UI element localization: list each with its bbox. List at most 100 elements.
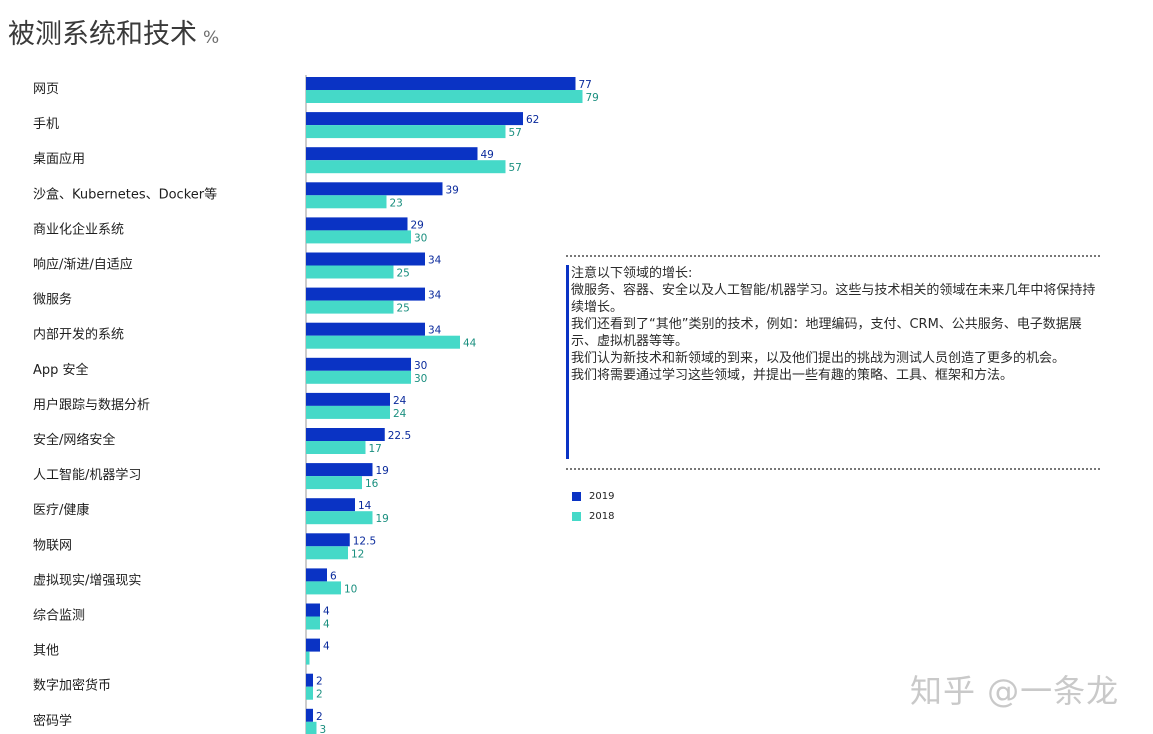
bar-2018 bbox=[306, 721, 317, 734]
bar-2019 bbox=[306, 708, 313, 722]
data-label-2019: 49 bbox=[481, 149, 494, 161]
bar-2019 bbox=[306, 673, 313, 687]
bar-2019 bbox=[306, 357, 411, 371]
data-label-2018: 25 bbox=[397, 268, 410, 280]
category-label: 内部开发的系统 bbox=[33, 327, 124, 343]
bar-2019 bbox=[306, 603, 320, 617]
bar-2018 bbox=[306, 125, 506, 139]
bar-2018 bbox=[306, 686, 313, 700]
chart-title: 被测系统和技术% bbox=[8, 12, 219, 51]
bar-2018 bbox=[306, 230, 411, 244]
data-label-2019: 39 bbox=[446, 184, 459, 196]
data-label-2018: 4 bbox=[323, 619, 330, 631]
bar-2018 bbox=[306, 581, 341, 595]
chart-title-unit: % bbox=[203, 28, 220, 48]
category-label: 响应/渐进/自适应 bbox=[33, 257, 133, 273]
data-label-2018: 12 bbox=[351, 548, 364, 560]
category-label: 其他 bbox=[33, 644, 59, 659]
category-label: 医疗/健康 bbox=[33, 502, 89, 518]
bar-2019 bbox=[306, 217, 408, 231]
data-label-2019: 34 bbox=[428, 290, 442, 302]
data-label-2018: 17 bbox=[369, 443, 382, 455]
category-label: 数字加密货币 bbox=[33, 678, 111, 694]
data-label-2019: 77 bbox=[579, 79, 592, 91]
data-label-2019: 30 bbox=[414, 360, 427, 372]
legend-swatch-2018 bbox=[572, 511, 581, 521]
bar-2018 bbox=[306, 651, 310, 665]
legend-item-2018: 2018 bbox=[572, 506, 614, 526]
note-line-2: 我们还看到了“其他”类别的技术，例如：地理编码，支付、CRM、公共服务、电子数据… bbox=[571, 317, 1082, 349]
bar-2019 bbox=[306, 533, 350, 547]
data-label-2018: 23 bbox=[390, 197, 403, 209]
data-label-2018: 79 bbox=[586, 92, 599, 104]
legend-swatch-2019 bbox=[572, 491, 581, 501]
data-label-2019: 62 bbox=[526, 114, 539, 126]
data-label-2019: 29 bbox=[411, 219, 424, 231]
category-label: 微服务 bbox=[33, 292, 72, 308]
data-label-2019: 24 bbox=[393, 395, 407, 407]
data-label-2019: 6 bbox=[330, 570, 337, 582]
bar-2018 bbox=[306, 370, 411, 384]
category-label: 商业化企业系统 bbox=[33, 221, 124, 237]
data-label-2018: 10 bbox=[344, 583, 357, 595]
data-label-2018: 19 bbox=[376, 513, 389, 525]
note-line-1: 微服务、容器、安全以及人工智能/机器学习。这些与技术相关的领域在未来几年中将保持… bbox=[571, 283, 1096, 315]
data-label-2018: 2 bbox=[316, 689, 323, 701]
bar-2018 bbox=[306, 546, 348, 560]
data-label-2018: 57 bbox=[509, 127, 522, 139]
data-label-2019: 34 bbox=[428, 325, 442, 337]
chart-title-text: 被测系统和技术 bbox=[8, 19, 197, 50]
category-label: 桌面应用 bbox=[33, 151, 85, 167]
bar-2019 bbox=[306, 638, 320, 652]
note-line-3: 我们认为新技术和新领域的到来，以及他们提出的挑战为测试人员创造了更多的机会。 bbox=[571, 351, 1066, 366]
bar-2018 bbox=[306, 160, 506, 174]
bar-2019 bbox=[306, 77, 576, 90]
note-heading: 注意以下领域的增长: bbox=[571, 266, 693, 281]
bar-2018 bbox=[306, 335, 460, 349]
category-label: 虚拟现实/增强现实 bbox=[33, 573, 141, 588]
category-label: 沙盒、Kubernetes、Docker等 bbox=[33, 186, 217, 202]
category-label: 物联网 bbox=[33, 538, 72, 553]
legend-item-2019: 2019 bbox=[572, 486, 614, 506]
bar-2018 bbox=[306, 441, 366, 454]
data-label-2019: 4 bbox=[323, 641, 330, 653]
bar-2019 bbox=[306, 287, 425, 301]
data-label-2019: 19 bbox=[376, 465, 389, 477]
bar-2019 bbox=[306, 322, 425, 336]
category-label: 密码学 bbox=[33, 713, 72, 729]
note-box: 注意以下领域的增长: 微服务、容器、安全以及人工智能/机器学习。这些与技术相关的… bbox=[566, 255, 1100, 470]
category-label: 综合监测 bbox=[33, 609, 85, 624]
bar-2019 bbox=[306, 463, 373, 477]
bar-2019 bbox=[306, 252, 425, 266]
category-label: App 安全 bbox=[33, 362, 89, 378]
data-label-2018: 25 bbox=[397, 303, 410, 315]
data-label-2019: 34 bbox=[428, 255, 442, 267]
bar-2018 bbox=[306, 476, 362, 490]
note-line-4: 我们将需要通过学习这些领域，并提出一些有趣的策略、工具、框架和方法。 bbox=[571, 368, 1014, 383]
note-accent-bar bbox=[566, 265, 569, 459]
category-label: 手机 bbox=[33, 117, 59, 132]
category-label: 安全/网络安全 bbox=[33, 432, 115, 448]
bar-2018 bbox=[306, 90, 583, 103]
bar-2018 bbox=[306, 195, 387, 209]
bar-2019 bbox=[306, 182, 443, 196]
data-label-2019: 2 bbox=[316, 711, 323, 723]
bar-2018 bbox=[306, 511, 373, 525]
data-label-2018: 16 bbox=[365, 478, 379, 490]
data-label-2018: 57 bbox=[509, 162, 522, 174]
bar-2019 bbox=[306, 498, 355, 512]
bar-2018 bbox=[306, 265, 394, 279]
bar-2019 bbox=[306, 392, 390, 406]
watermark: 知乎 @一条龙 bbox=[910, 672, 1120, 710]
bar-2018 bbox=[306, 300, 394, 314]
bar-2019 bbox=[306, 112, 523, 126]
category-label: 网页 bbox=[33, 82, 59, 97]
bar-2019 bbox=[306, 147, 478, 161]
category-label: 用户跟踪与数据分析 bbox=[33, 397, 150, 413]
data-label-2019: 14 bbox=[358, 500, 372, 512]
legend-label-2019: 2019 bbox=[589, 490, 615, 502]
category-label: 人工智能/机器学习 bbox=[33, 467, 141, 483]
data-label-2019: 22.5 bbox=[388, 430, 411, 442]
data-label-2019: 4 bbox=[323, 606, 330, 618]
data-label-2019: 2 bbox=[316, 676, 323, 688]
